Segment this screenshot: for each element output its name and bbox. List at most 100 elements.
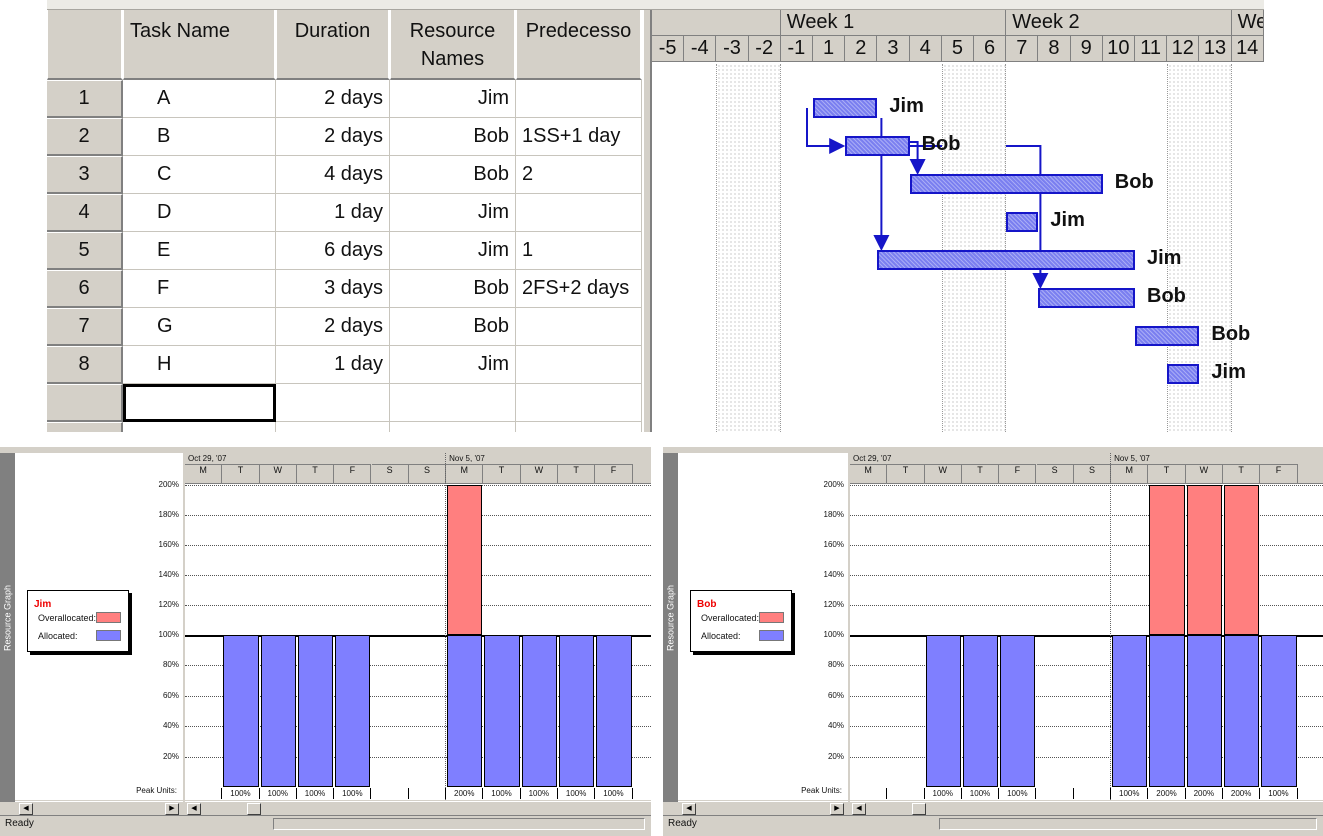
overallocated-bar[interactable] <box>1186 485 1222 635</box>
duration-cell[interactable]: 4 days <box>276 156 390 194</box>
allocated-bar[interactable] <box>925 635 961 787</box>
scroll-left-button[interactable]: ◀ <box>19 803 33 815</box>
task-bar[interactable] <box>877 250 1135 270</box>
predecessor-cell[interactable]: 1SS+1 day <box>516 118 642 156</box>
allocated-bar[interactable] <box>447 635 483 787</box>
allocated-bar[interactable] <box>1261 635 1297 787</box>
duration-cell[interactable]: 2 days <box>276 118 390 156</box>
y-axis-tick: 100% <box>823 630 844 639</box>
predecessor-cell[interactable]: 2 <box>516 156 642 194</box>
allocated-bar[interactable] <box>1224 635 1260 787</box>
timeline-scrollbar[interactable]: ◀ <box>185 801 651 815</box>
timeline-scrollbar[interactable]: ◀ <box>850 801 1323 815</box>
duration-cell[interactable]: 1 day <box>276 346 390 384</box>
resource-cell[interactable]: Bob <box>390 118 516 156</box>
scroll-thumb[interactable] <box>247 803 261 815</box>
task-name-cell[interactable]: F <box>123 270 276 308</box>
resource-cell[interactable]: Jim <box>390 232 516 270</box>
column-duration[interactable]: Duration <box>276 10 390 80</box>
scroll-right-button[interactable]: ▶ <box>165 803 179 815</box>
allocated-bar[interactable] <box>260 635 296 787</box>
task-name-cell[interactable]: B <box>123 118 276 156</box>
row-header[interactable]: 6 <box>47 270 123 308</box>
selected-cell[interactable] <box>123 384 276 422</box>
empty-cell[interactable] <box>390 422 516 432</box>
row-header[interactable]: 7 <box>47 308 123 346</box>
row-header[interactable]: 4 <box>47 194 123 232</box>
allocated-bar[interactable] <box>1149 635 1185 787</box>
task-name-cell[interactable]: D <box>123 194 276 232</box>
view-splitter[interactable] <box>642 10 652 432</box>
resource-cell[interactable]: Bob <box>390 156 516 194</box>
predecessor-cell[interactable]: 1 <box>516 232 642 270</box>
allocated-bar[interactable] <box>1000 635 1036 787</box>
task-bar[interactable] <box>845 136 910 156</box>
row-header[interactable]: 1 <box>47 80 123 118</box>
duration-cell[interactable]: 3 days <box>276 270 390 308</box>
allocated-bar[interactable] <box>223 635 259 787</box>
allocated-bar[interactable] <box>335 635 371 787</box>
scroll-left-button[interactable]: ◀ <box>852 803 866 815</box>
allocated-bar[interactable] <box>484 635 520 787</box>
empty-cell[interactable] <box>516 422 642 432</box>
row-header[interactable]: 5 <box>47 232 123 270</box>
task-bar[interactable] <box>1135 326 1200 346</box>
row-header[interactable]: 3 <box>47 156 123 194</box>
scroll-right-button[interactable]: ▶ <box>830 803 844 815</box>
task-name-cell[interactable]: G <box>123 308 276 346</box>
empty-cell[interactable] <box>123 422 276 432</box>
column-task-name[interactable]: Task Name <box>123 10 276 80</box>
scroll-left-button[interactable]: ◀ <box>187 803 201 815</box>
column-resource-names[interactable]: Resource Names <box>390 10 516 80</box>
task-bar[interactable] <box>1167 364 1200 384</box>
empty-cell[interactable] <box>276 384 390 422</box>
table-corner[interactable] <box>47 10 123 80</box>
scroll-thumb[interactable] <box>912 803 926 815</box>
allocated-bar[interactable] <box>962 635 999 787</box>
task-name-cell[interactable]: C <box>123 156 276 194</box>
allocated-bar[interactable] <box>1112 635 1148 787</box>
task-bar[interactable] <box>1006 212 1039 232</box>
timescale-day: M <box>1111 464 1149 483</box>
empty-cell[interactable] <box>516 384 642 422</box>
bar-resource-label: Jim <box>1211 361 1246 383</box>
allocated-bar[interactable] <box>559 635 595 787</box>
overallocated-bar[interactable] <box>1149 485 1185 635</box>
resource-cell[interactable]: Jim <box>390 80 516 118</box>
allocated-bar[interactable] <box>521 635 557 787</box>
row-header[interactable] <box>47 384 123 422</box>
legend-scrollbar[interactable]: ◀ ▶ <box>15 801 183 815</box>
row-header[interactable]: 8 <box>47 346 123 384</box>
overallocated-bar[interactable] <box>1224 485 1260 635</box>
duration-cell[interactable]: 2 days <box>276 308 390 346</box>
empty-cell[interactable] <box>276 422 390 432</box>
task-bar[interactable] <box>909 174 1103 194</box>
predecessor-cell[interactable] <box>516 346 642 384</box>
row-header[interactable] <box>47 422 123 432</box>
allocated-bar[interactable] <box>596 635 632 787</box>
allocated-bar[interactable] <box>297 635 334 787</box>
duration-cell[interactable]: 1 day <box>276 194 390 232</box>
predecessor-cell[interactable] <box>516 194 642 232</box>
resource-cell[interactable]: Jim <box>390 194 516 232</box>
scroll-left-button[interactable]: ◀ <box>682 803 696 815</box>
overallocated-bar[interactable] <box>447 485 483 635</box>
task-bar[interactable] <box>813 98 878 118</box>
empty-cell[interactable] <box>390 384 516 422</box>
column-predecessors[interactable]: Predecesso <box>516 10 642 80</box>
task-name-cell[interactable]: H <box>123 346 276 384</box>
predecessor-cell[interactable] <box>516 80 642 118</box>
row-header[interactable]: 2 <box>47 118 123 156</box>
task-bar[interactable] <box>1038 288 1135 308</box>
resource-cell[interactable]: Bob <box>390 308 516 346</box>
duration-cell[interactable]: 6 days <box>276 232 390 270</box>
predecessor-cell[interactable] <box>516 308 642 346</box>
duration-cell[interactable]: 2 days <box>276 80 390 118</box>
task-name-cell[interactable]: A <box>123 80 276 118</box>
predecessor-cell[interactable]: 2FS+2 days <box>516 270 642 308</box>
legend-scrollbar[interactable]: ◀ ▶ <box>678 801 848 815</box>
task-name-cell[interactable]: E <box>123 232 276 270</box>
allocated-bar[interactable] <box>1186 635 1222 787</box>
resource-cell[interactable]: Jim <box>390 346 516 384</box>
resource-cell[interactable]: Bob <box>390 270 516 308</box>
